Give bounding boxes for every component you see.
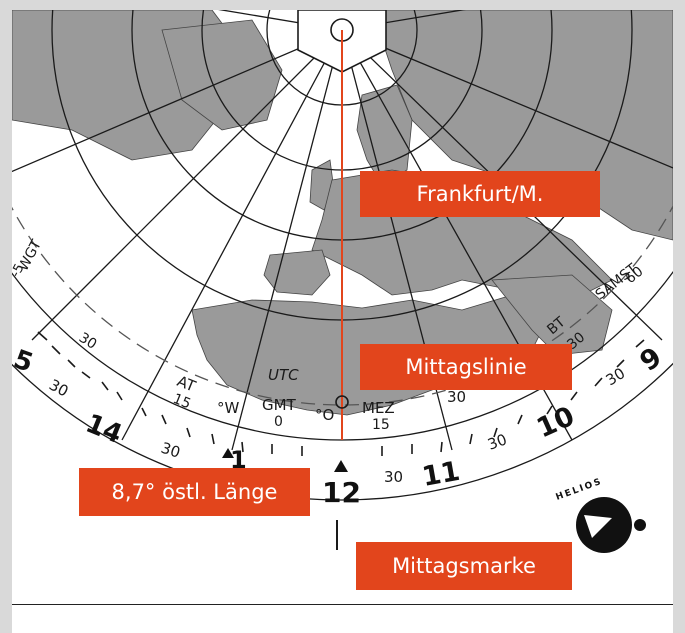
callout-noon-line: Mittagslinie (360, 344, 572, 390)
label-at-offset: 15 (171, 391, 194, 413)
frankfurt-point (335, 395, 349, 409)
callout-longitude: 8,7° östl. Länge (79, 468, 310, 516)
land-mideast (491, 274, 613, 356)
label-gmt: GMT (262, 396, 297, 414)
hour-9: 9 (635, 342, 668, 378)
hour-10: 10 (532, 401, 579, 445)
zone-arrows (222, 448, 348, 472)
label-utc: UTC (268, 366, 299, 384)
label-thirty-right-a: 30 (485, 430, 509, 453)
label-gmt-offset: 0 (274, 414, 283, 430)
label-mez: MEZ (362, 399, 395, 417)
label-thirty-left-upper: 30 (76, 330, 100, 353)
callout-frankfurt: Frankfurt/M. (360, 171, 600, 217)
label-mez-offset: 15 (372, 417, 390, 433)
callout-noon-mark: Mittagsmarke (356, 542, 572, 590)
hour-12: 12 (322, 476, 361, 509)
label-thirty-right-b: 30 (603, 364, 629, 389)
land-greenland (161, 19, 283, 131)
label-thirty-bottom: 30 (384, 468, 403, 486)
dial-ticks (37, 331, 645, 456)
label-thirty-center: 30 (447, 388, 466, 406)
label-thirty-left-low: 30 (159, 439, 183, 462)
label-at: AT (175, 372, 199, 396)
footer-divider (12, 604, 673, 605)
hour-1: 1 (230, 446, 247, 474)
hour-5: 5 (12, 344, 37, 378)
label-thirty-left-mid: 30 (46, 376, 71, 401)
hour-11: 11 (420, 456, 462, 493)
label-east: °O (315, 406, 334, 424)
label-west: °W (217, 399, 240, 417)
land-scandinavia (356, 84, 413, 186)
land-iberia (263, 249, 331, 296)
